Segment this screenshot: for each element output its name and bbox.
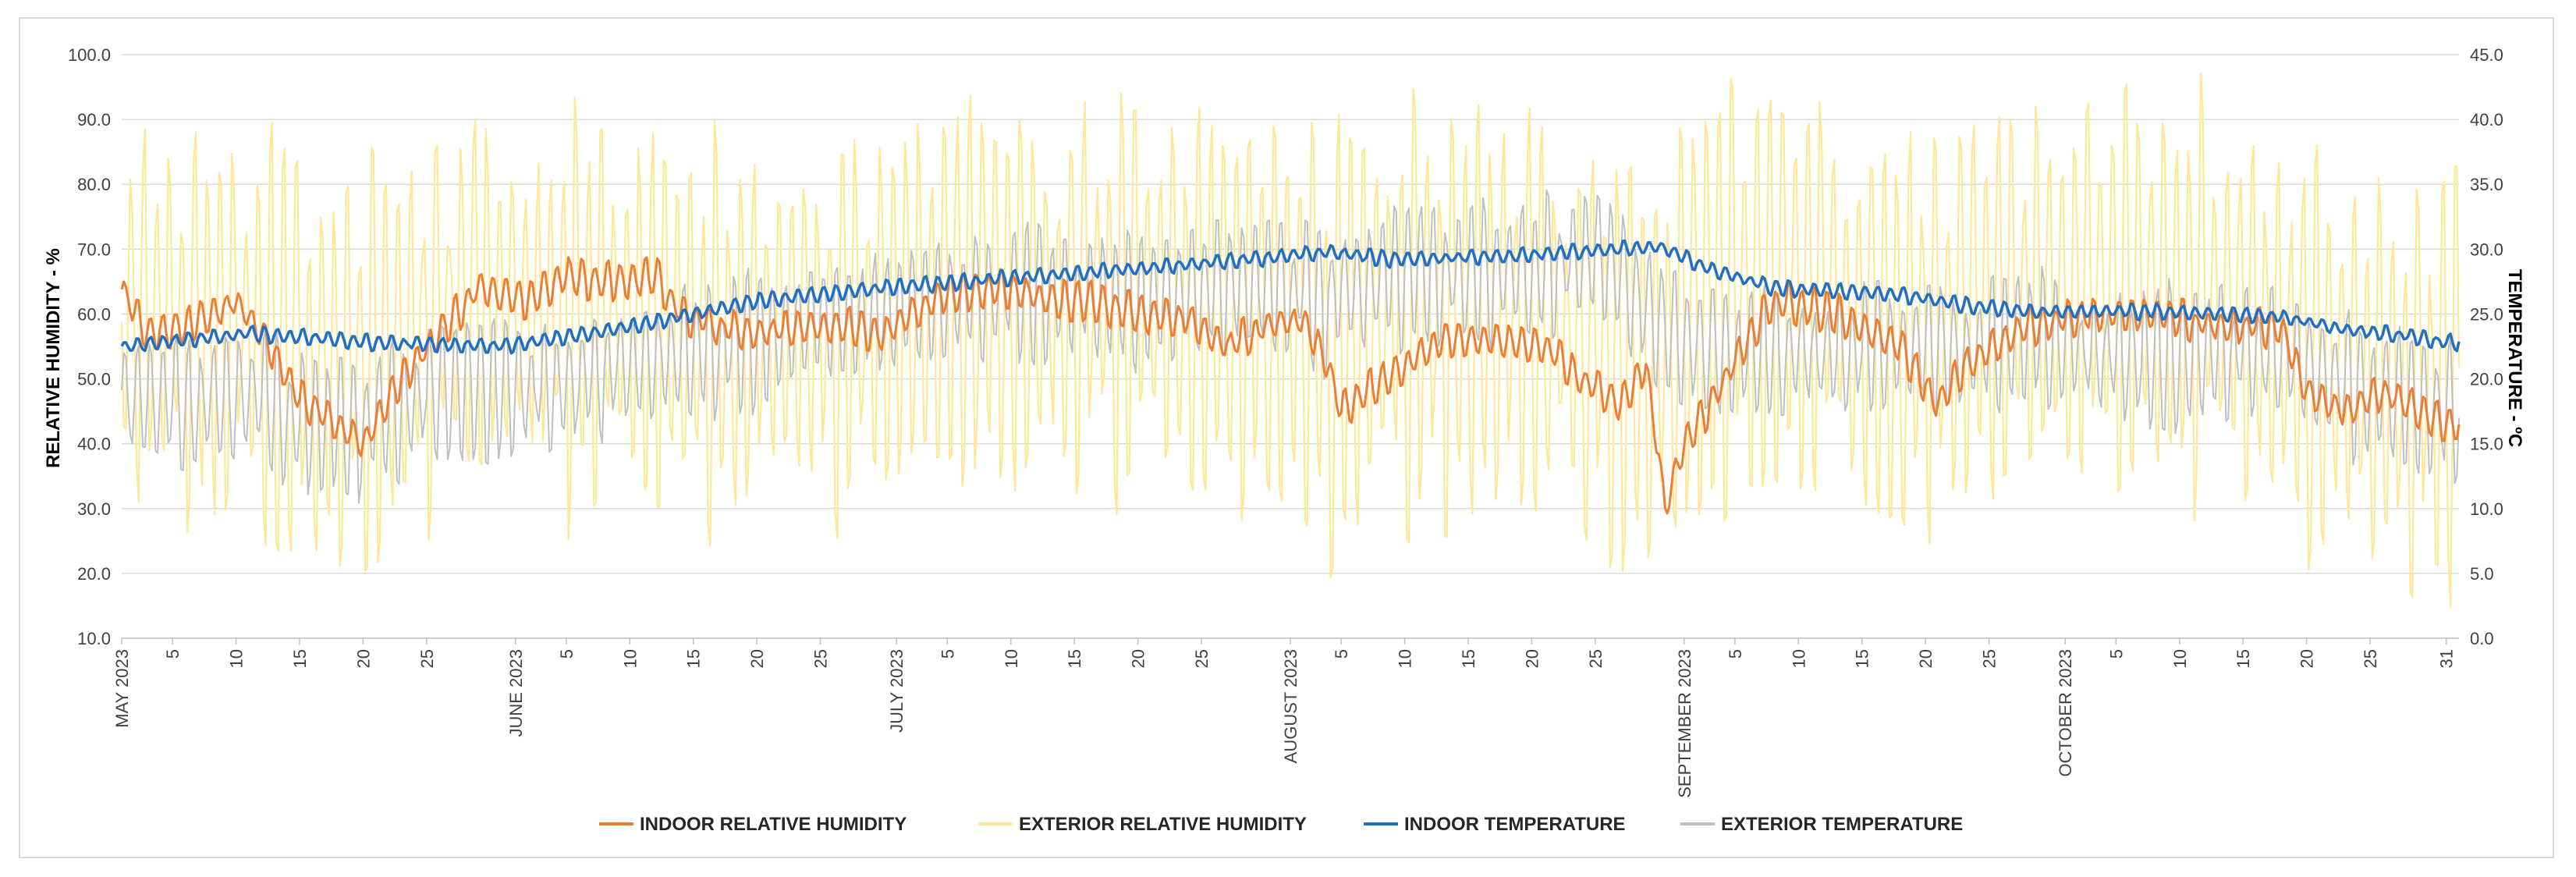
x-tick-label: MAY 2023 xyxy=(112,649,132,728)
legend-label: EXTERIOR RELATIVE HUMIDITY xyxy=(1019,814,1307,835)
x-tick-label: 15 xyxy=(684,649,704,668)
x-tick-label: 5 xyxy=(1726,649,1745,659)
x-tick-label: 10 xyxy=(620,649,640,668)
x-tick-label: 25 xyxy=(2361,649,2380,668)
x-tick-label: OCTOBER 2023 xyxy=(2056,649,2075,776)
y2-tick-label: 5.0 xyxy=(2470,564,2494,584)
x-tick-label: 25 xyxy=(1980,649,1999,668)
x-tick-label: 20 xyxy=(2297,649,2317,668)
y2-tick-label: 40.0 xyxy=(2470,110,2503,130)
y-tick-label: 10.0 xyxy=(77,629,111,648)
y-axis-title: RELATIVE HUMIDITY - % xyxy=(43,248,64,468)
series-layer xyxy=(120,72,2461,609)
legend: INDOOR RELATIVE HUMIDITY EXTERIOR RELATIV… xyxy=(599,814,1963,835)
x-tick-label: 5 xyxy=(557,649,577,659)
x-tick-label: 25 xyxy=(417,649,437,668)
x-tick-label: 25 xyxy=(1192,649,1212,668)
x-tick-label: 5 xyxy=(938,649,957,659)
x-tick-label: AUGUST 2023 xyxy=(1281,649,1300,763)
x-tick-label: 10 xyxy=(1396,649,1415,668)
x-tick-label: 20 xyxy=(1916,649,1936,668)
y2-tick-label: 45.0 xyxy=(2470,45,2503,65)
x-tick-label: 20 xyxy=(1129,649,1148,668)
y2-tick-label: 20.0 xyxy=(2470,370,2503,389)
y-tick-label: 50.0 xyxy=(77,370,111,389)
x-tick-label: SEPTEMBER 2023 xyxy=(1675,649,1694,798)
x-tick-label: 15 xyxy=(1065,649,1084,668)
y-tick-label: 100.0 xyxy=(68,45,111,65)
axes: 10.020.030.040.050.060.070.080.090.0100.… xyxy=(68,45,2503,798)
y-tick-label: 40.0 xyxy=(77,435,111,454)
legend-label: INDOOR RELATIVE HUMIDITY xyxy=(640,814,907,835)
x-tick-label: 20 xyxy=(747,649,767,668)
x-tick-label: 10 xyxy=(2170,649,2190,668)
x-tick-label: 15 xyxy=(1853,649,1872,668)
x-tick-label: 5 xyxy=(2106,649,2126,659)
x-tick-label: 25 xyxy=(1586,649,1606,668)
y-tick-label: 80.0 xyxy=(77,175,111,194)
y2-tick-label: 0.0 xyxy=(2470,629,2494,648)
series-line-2 xyxy=(120,240,2461,355)
x-tick-label: 5 xyxy=(163,649,183,659)
x-tick-label: 15 xyxy=(2234,649,2253,668)
y-tick-label: 30.0 xyxy=(77,499,111,519)
legend-label: EXTERIOR TEMPERATURE xyxy=(1721,814,1963,835)
y2-tick-label: 30.0 xyxy=(2470,240,2503,259)
x-tick-label: 10 xyxy=(227,649,247,668)
y2-tick-label: 15.0 xyxy=(2470,435,2503,454)
series-line-0 xyxy=(120,256,2461,515)
y-tick-label: 70.0 xyxy=(77,240,111,259)
legend-label: INDOOR TEMPERATURE xyxy=(1404,814,1626,835)
y2-tick-label: 35.0 xyxy=(2470,175,2503,194)
y2-tick-label: 10.0 xyxy=(2470,499,2503,519)
x-tick-label: 10 xyxy=(1789,649,1808,668)
x-tick-label: 15 xyxy=(290,649,310,668)
x-tick-label: 15 xyxy=(1459,649,1478,668)
x-tick-label: 20 xyxy=(353,649,373,668)
x-tick-label: 31 xyxy=(2437,649,2457,668)
x-tick-label: JUNE 2023 xyxy=(506,649,526,737)
x-tick-label: 5 xyxy=(1332,649,1351,659)
y-tick-label: 20.0 xyxy=(77,564,111,584)
y-tick-label: 90.0 xyxy=(77,110,111,130)
x-tick-label: JULY 2023 xyxy=(887,649,907,733)
chart-frame: 10.0 20.0 30.0 40.0 50.0 60.0 70.0 80.0 90.0 100.… xyxy=(19,17,2554,858)
x-tick-label: 20 xyxy=(1522,649,1542,668)
y2-tick-label: 25.0 xyxy=(2470,304,2503,324)
y-tick-label: 60.0 xyxy=(77,304,111,324)
chart-svg: 10.020.030.040.050.060.070.080.090.0100.… xyxy=(43,45,2525,835)
y2-axis-title: TEMPERATURE - ºC xyxy=(2504,269,2525,447)
x-tick-label: 10 xyxy=(1002,649,1021,668)
x-tick-label: 25 xyxy=(811,649,831,668)
